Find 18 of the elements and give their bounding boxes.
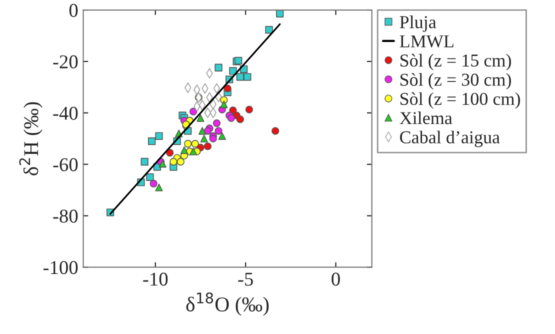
legend-label: Sòl (z = 15 cm): [400, 54, 511, 70]
legend-label: Xilema: [400, 112, 452, 124]
y-tick-label: -60: [53, 158, 78, 172]
legend-label: Pluja: [400, 16, 436, 32]
y-tick-label: -20: [53, 55, 78, 68]
y-tick-label: -80: [53, 210, 78, 223]
y-axis-title: δ$^{2}$H (‰): [19, 102, 42, 176]
legend-label: LMWL: [400, 35, 454, 48]
x-tick-label: 0: [332, 272, 340, 286]
legend-label: Cabal d’aigua: [400, 130, 500, 148]
x-axis-title: δ$^{18}$O (‰): [186, 292, 269, 316]
legend-label: Sòl (z = 100 cm): [400, 92, 520, 109]
legend-label: Sòl (z = 30 cm): [400, 73, 511, 90]
y-tick-label: -40: [53, 106, 78, 120]
y-tick-label: -100: [43, 261, 78, 274]
y-tick-label: 0: [69, 4, 78, 17]
x-tick-label: -10: [143, 272, 168, 286]
x-tick-label: -5: [238, 272, 253, 286]
